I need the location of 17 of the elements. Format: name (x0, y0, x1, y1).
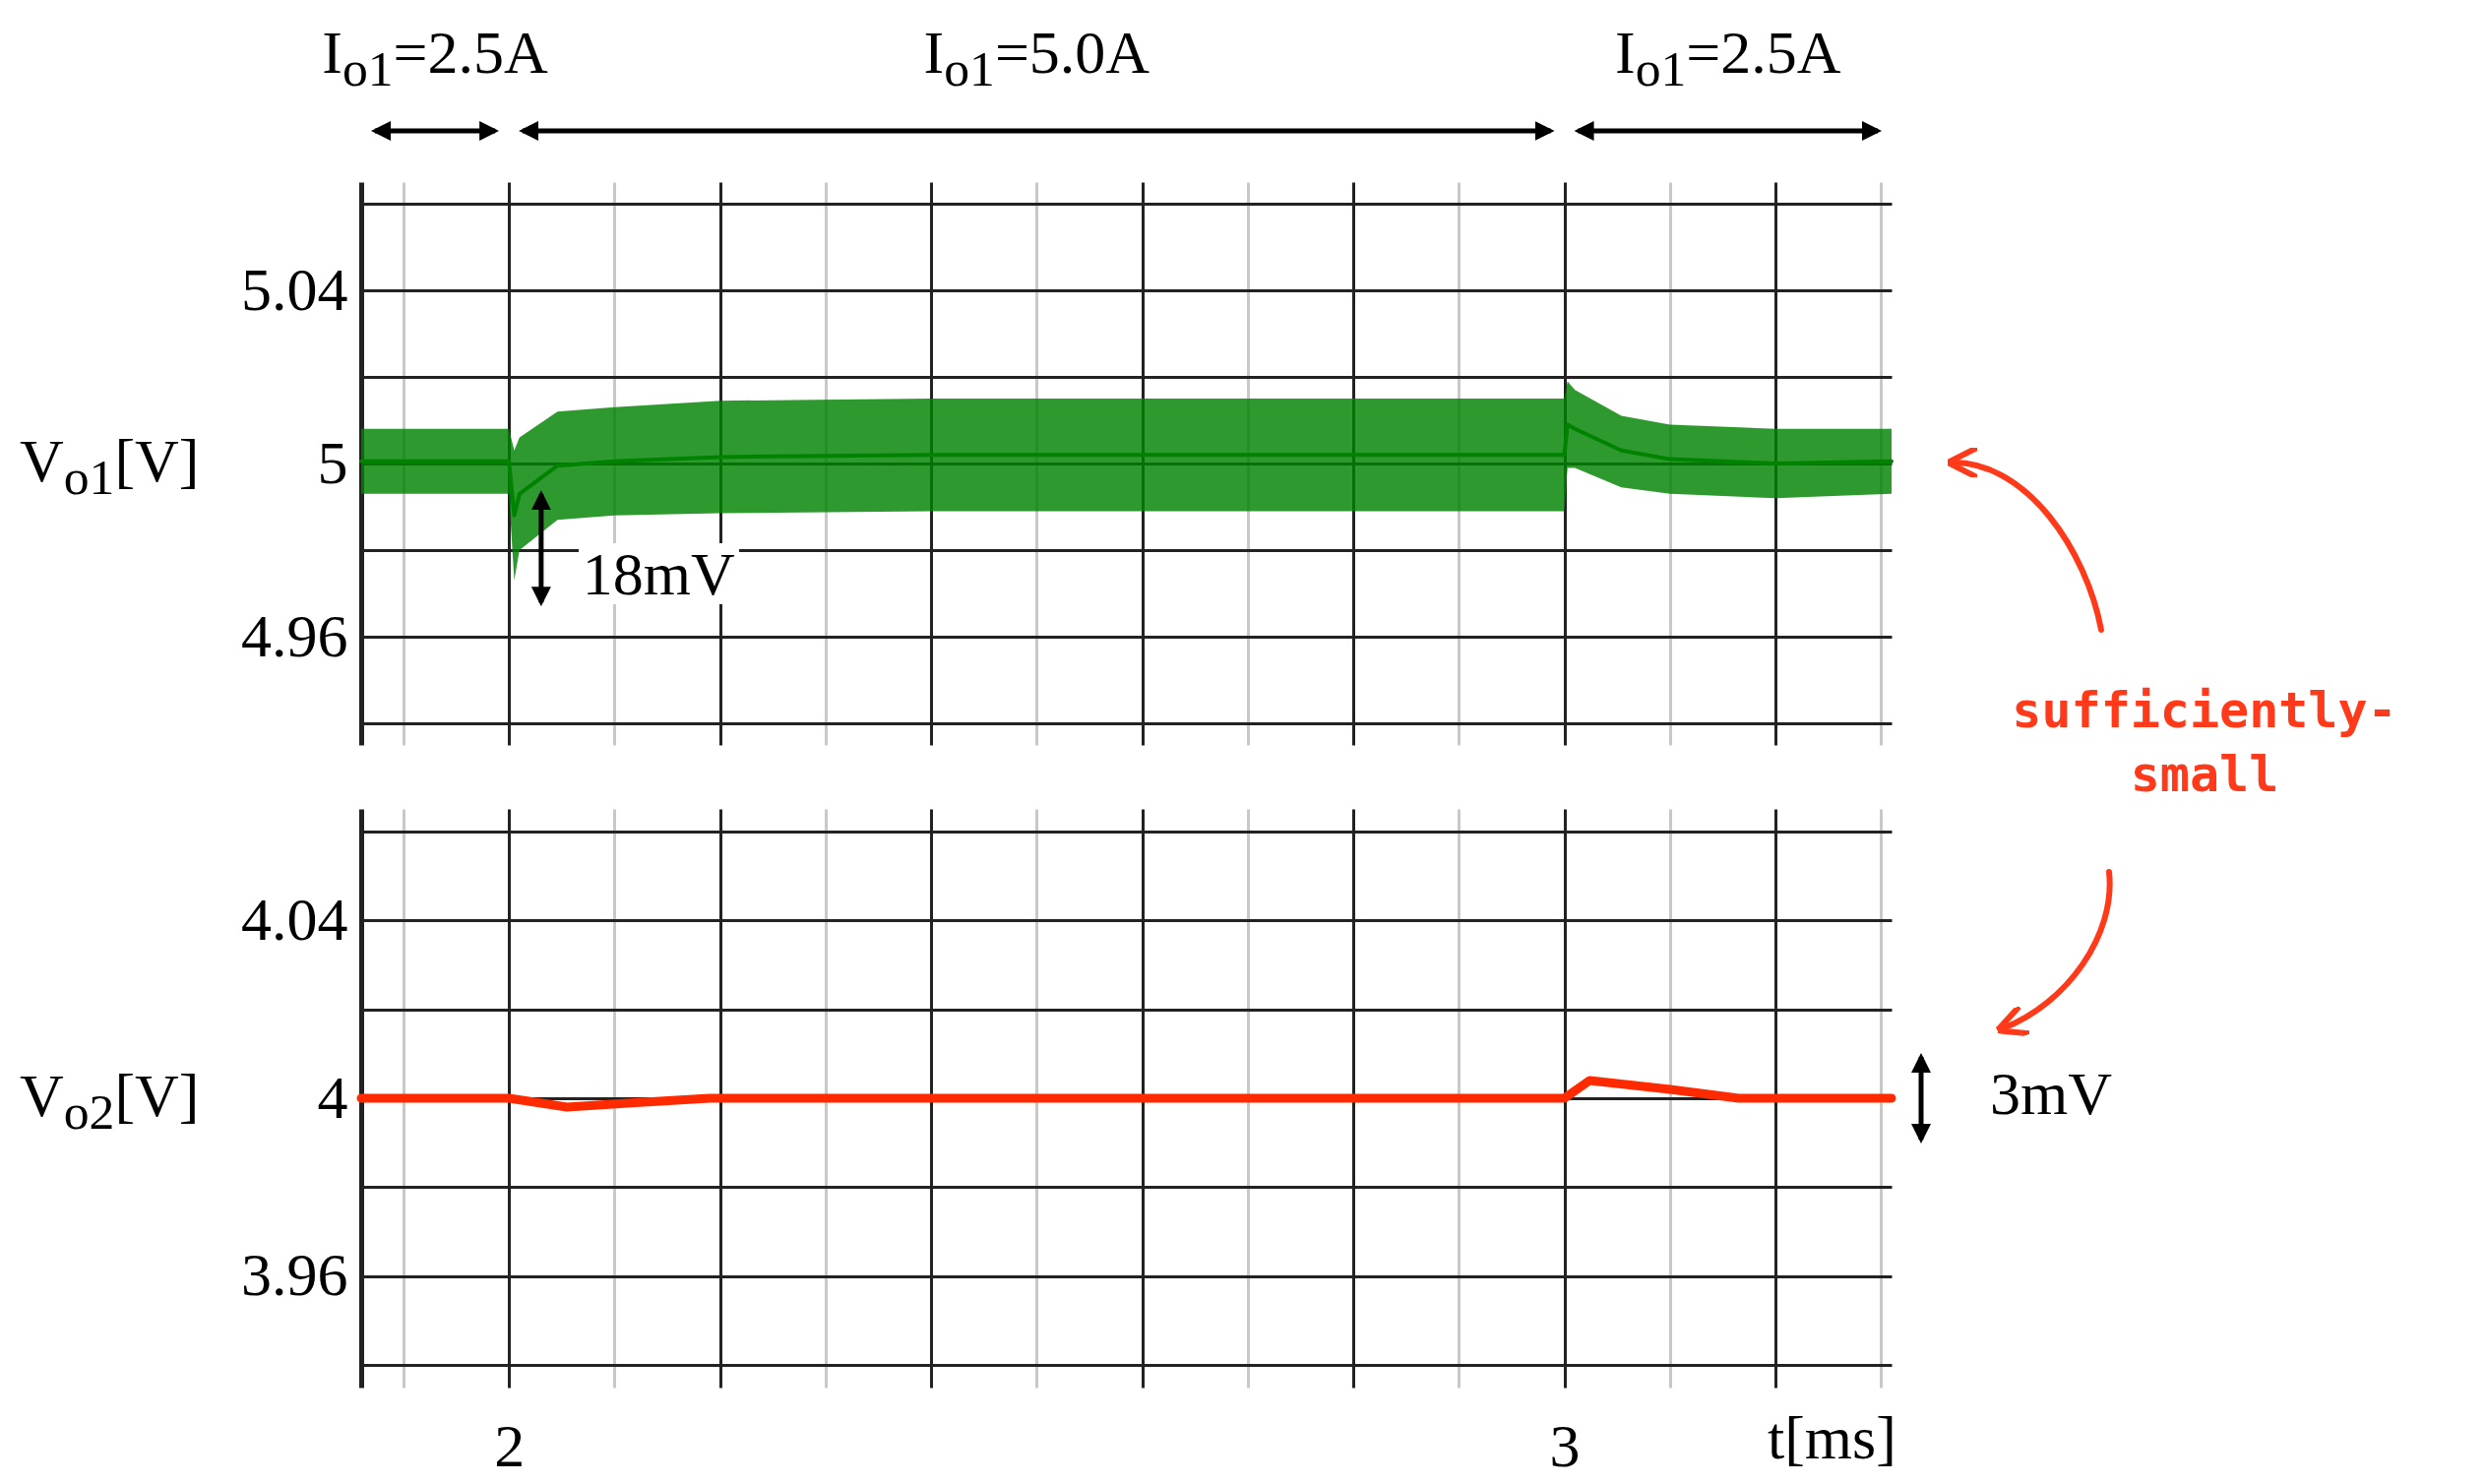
y-axis-title: V$_{o2}$[V] (20, 1062, 200, 1141)
annotation: 18mV (578, 540, 739, 608)
y-tick-label: 4.04 (241, 885, 348, 953)
text: I$_{o1}$=2.5A (1614, 19, 1842, 97)
y-tick-label: 3.96 (241, 1241, 348, 1309)
y-tick-label: 5.04 (241, 255, 348, 323)
y-tick-label: 4 (317, 1063, 348, 1131)
x-tick-label: 2 (494, 1411, 526, 1479)
x-axis-title: t[ms] (1768, 1404, 1896, 1471)
y-axis-title: V$_{o1}$[V] (20, 427, 200, 506)
text: 3mV (1990, 1060, 2112, 1127)
text: I$_{o1}$=2.5A (321, 19, 549, 97)
text: I$_{o1}$=5.0A (922, 19, 1151, 97)
x-tick-label: 3 (1549, 1411, 1581, 1479)
text: sufficiently-small (2011, 681, 2398, 805)
y-tick-label: 5 (317, 428, 348, 496)
y-tick-label: 4.96 (241, 601, 348, 669)
